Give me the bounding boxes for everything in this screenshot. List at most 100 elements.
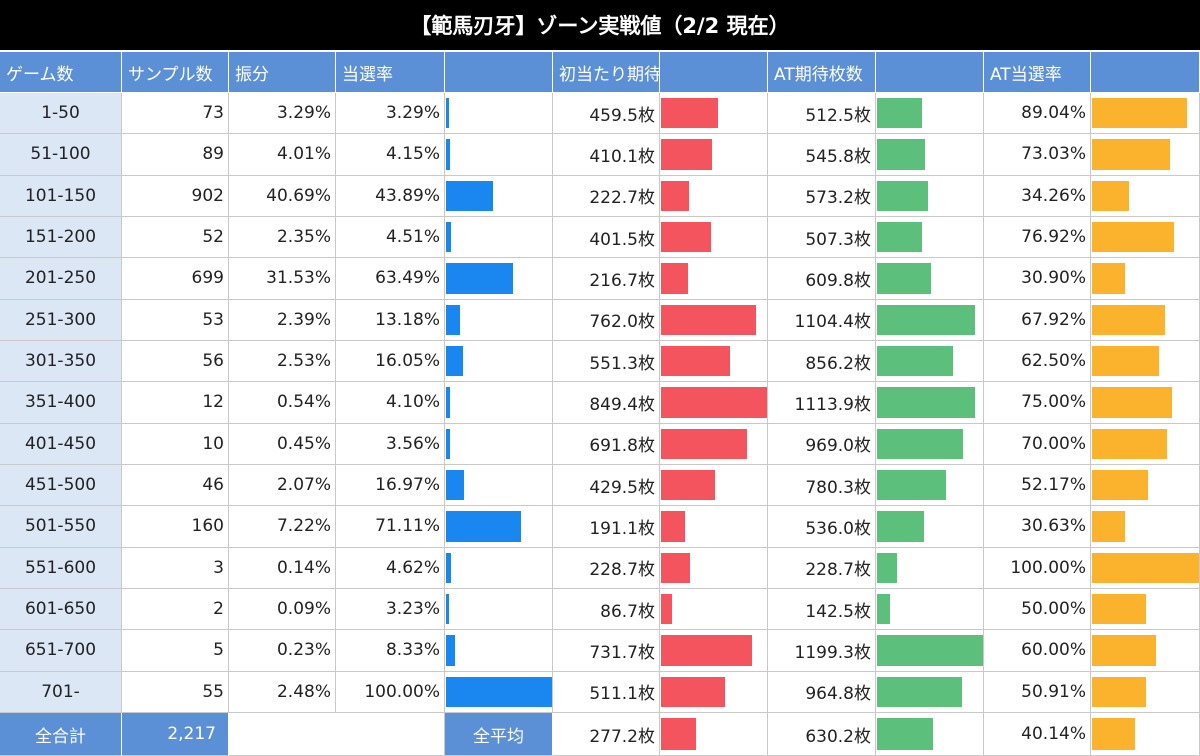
first-hit-bar xyxy=(661,593,672,625)
at-rate-cell: 75.00% xyxy=(984,382,1091,424)
at-expected-cell: 228.7枚 xyxy=(768,547,876,589)
at-expected-bar xyxy=(877,469,946,501)
win-rate-bar-cell xyxy=(445,630,553,672)
distribution-cell: 0.14% xyxy=(229,547,336,589)
samples-cell: 5 xyxy=(122,630,229,672)
samples-cell: 46 xyxy=(122,464,229,507)
header-cell: 振分 xyxy=(229,52,336,93)
at-rate-bar-cell xyxy=(1091,216,1200,259)
win-rate-cell: 3.56% xyxy=(336,423,445,465)
win-rate-bar xyxy=(446,304,460,335)
first-hit-bar-cell xyxy=(660,382,768,424)
at-rate-bar-cell xyxy=(1091,299,1200,341)
at-expected-cell: 545.8枚 xyxy=(768,134,876,176)
at-expected-bar xyxy=(877,635,983,666)
header-cell xyxy=(1091,52,1200,93)
at-rate-cell: 76.92% xyxy=(984,216,1091,259)
at-rate-cell: 60.00% xyxy=(984,630,1091,672)
distribution-cell: 2.39% xyxy=(229,299,336,341)
win-rate-cell: 100.00% xyxy=(336,671,445,713)
at-rate-cell: 34.26% xyxy=(984,175,1091,217)
win-rate-bar-cell xyxy=(445,134,553,176)
header-cell: サンプル数 xyxy=(122,52,229,93)
at-rate-cell: 50.91% xyxy=(984,671,1091,713)
header-cell xyxy=(445,52,553,93)
win-rate-bar xyxy=(446,593,450,625)
win-rate-bar-cell xyxy=(445,175,553,217)
at-expected-bar-cell xyxy=(876,506,984,548)
at-rate-cell: 30.63% xyxy=(984,506,1091,548)
first-hit-cell: 429.5枚 xyxy=(553,464,660,507)
win-rate-cell: 3.23% xyxy=(336,588,445,631)
win-rate-bar-cell xyxy=(445,464,553,507)
first-hit-cell: 691.8枚 xyxy=(553,423,660,465)
first-hit-bar xyxy=(661,428,748,459)
at-rate-bar-cell xyxy=(1091,258,1200,300)
win-rate-cell: 43.89% xyxy=(336,175,445,217)
first-hit-bar xyxy=(661,221,712,253)
at-expected-bar xyxy=(877,221,922,253)
win-rate-bar-cell xyxy=(445,588,553,631)
first-hit-bar xyxy=(661,304,757,335)
at-expected-bar xyxy=(877,676,963,707)
at-rate-cell: 89.04% xyxy=(984,93,1091,135)
zone-cell: 51-100 xyxy=(0,134,122,176)
at-expected-bar xyxy=(877,428,963,459)
at-rate-cell: 73.03% xyxy=(984,134,1091,176)
at-expected-bar xyxy=(877,718,933,750)
samples-cell: 55 xyxy=(122,671,229,713)
at-expected-cell: 536.0枚 xyxy=(768,506,876,548)
zone-cell: 701- xyxy=(0,671,122,713)
first-hit-bar-cell xyxy=(660,588,768,631)
at-rate-bar-cell xyxy=(1091,340,1200,383)
at-expected-cell: 964.8枚 xyxy=(768,671,876,713)
at-expected-bar xyxy=(877,304,975,335)
win-rate-bar xyxy=(446,428,450,459)
at-rate-bar-cell xyxy=(1091,506,1200,548)
first-hit-bar-cell xyxy=(660,93,768,135)
first-hit-bar xyxy=(661,511,685,542)
at-expected-cell: 780.3枚 xyxy=(768,464,876,507)
header-cell: AT期待枚数 xyxy=(768,52,876,93)
samples-cell: 56 xyxy=(122,340,229,383)
first-hit-bar xyxy=(661,552,690,583)
win-rate-cell: 13.18% xyxy=(336,299,445,341)
at-rate-bar-cell xyxy=(1091,547,1200,589)
at-expected-bar-cell xyxy=(876,216,984,259)
win-rate-cell: 4.10% xyxy=(336,382,445,424)
at-expected-bar xyxy=(877,511,925,542)
win-rate-bar-cell xyxy=(445,547,553,589)
at-rate-bar-cell xyxy=(1091,134,1200,176)
at-expected-bar xyxy=(877,593,890,625)
at-rate-cell: 50.00% xyxy=(984,588,1091,631)
at-expected-cell: 609.8枚 xyxy=(768,258,876,300)
first-hit-bar xyxy=(661,635,753,666)
at-expected-bar-cell xyxy=(876,258,984,300)
at-expected-bar-cell xyxy=(876,630,984,672)
first-hit-bar xyxy=(661,139,713,170)
first-hit-cell: 511.1枚 xyxy=(553,671,660,713)
at-rate-bar xyxy=(1092,98,1188,129)
at-rate-bar xyxy=(1092,676,1147,707)
samples-cell: 3 xyxy=(122,547,229,589)
at-expected-bar xyxy=(877,180,928,211)
at-expected-cell: 142.5枚 xyxy=(768,588,876,631)
first-hit-cell: 459.5枚 xyxy=(553,93,660,135)
at-expected-bar-cell xyxy=(876,299,984,341)
win-rate-cell: 16.05% xyxy=(336,340,445,383)
first-hit-bar xyxy=(661,345,730,377)
distribution-cell: 31.53% xyxy=(229,258,336,300)
avg-at-expected-cell: 630.2枚 xyxy=(768,713,876,756)
win-rate-cell: 8.33% xyxy=(336,630,445,672)
header-cell: ゲーム数 xyxy=(0,52,122,93)
at-rate-bar xyxy=(1092,718,1135,750)
at-expected-bar xyxy=(877,345,953,377)
distribution-cell: 7.22% xyxy=(229,506,336,548)
at-expected-bar-cell xyxy=(876,423,984,465)
at-rate-bar xyxy=(1092,345,1159,377)
first-hit-bar-cell xyxy=(660,547,768,589)
first-hit-bar-cell xyxy=(660,299,768,341)
at-expected-cell: 512.5枚 xyxy=(768,93,876,135)
at-expected-bar-cell xyxy=(876,464,984,507)
at-rate-bar xyxy=(1092,387,1173,418)
